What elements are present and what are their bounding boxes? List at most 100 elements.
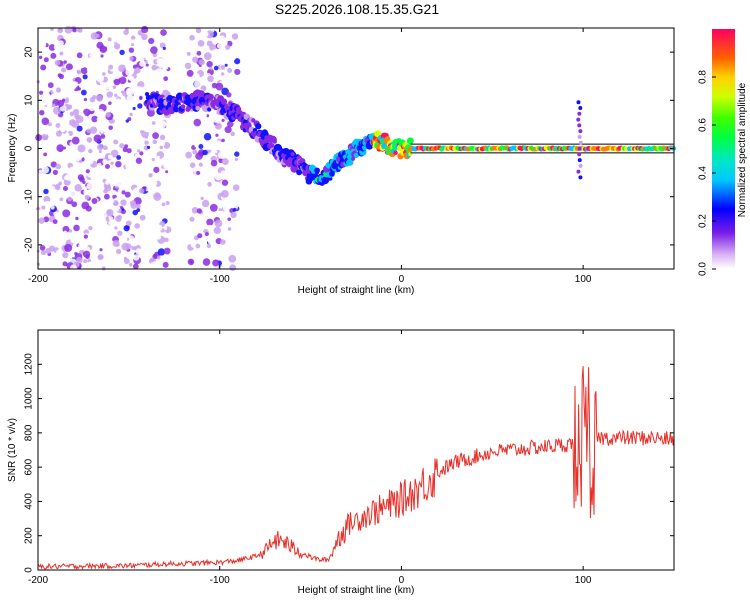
spectrogram-noise-point [146,145,151,149]
spectrogram-ridge-point [353,152,359,158]
spectrogram-noise-point [62,94,67,99]
spectrogram-noise-point [113,78,121,86]
spectrogram-spike-point [577,146,582,151]
spectrogram-noise-point [43,152,48,157]
spectrogram-noise-point [227,67,233,73]
colorbar-tick-label: 0.8 [698,70,709,84]
spectrogram-noise-point [113,139,119,145]
spectrogram-noise-point [206,243,212,249]
snr-y-tick-label: 400 [24,493,35,510]
spectrogram-noise-point [43,195,51,203]
spectrogram-noise-point [51,103,56,108]
spectrogram-noise-point [100,129,104,134]
spectrogram-noise-point [230,131,236,137]
spectrogram-noise-point [45,247,52,254]
spectrogram-noise-point [124,144,129,149]
spectrogram-noise-point [101,266,106,271]
spectrogram-noise-point [184,263,191,270]
spectrogram-spike-point [577,111,582,116]
spectrogram-noise-point [220,239,226,245]
spectrogram-noise-point [76,256,83,264]
colorbar-ticks: 0.0 0.2 0.4 0.6 0.8 [698,70,716,276]
spectrogram-noise-point [44,200,51,208]
spectrogram-noise-point [163,247,171,255]
snr-x-tick-label: 100 [575,575,592,586]
spectrogram-noise-point [146,181,153,188]
spectrogram-noise-point [143,153,149,159]
spectrogram-noise-point [192,73,199,81]
spectrogram-noise-point [114,43,121,50]
spectrogram-noise-point [98,259,106,267]
spectrogram-noise-point [116,129,120,133]
spectrogram-noise-point [194,143,199,148]
spectrogram-noise-point [43,48,48,53]
spectrogram-noise-point [105,112,111,118]
spectrogram-noise-point [72,207,81,216]
spectrogram-noise-point [125,28,129,32]
spectrogram-noise-point [52,230,56,234]
snr-y-tick-label: 0 [24,567,35,573]
spectrogram-noise-point [161,182,169,190]
spectrogram-noise-point [48,174,52,179]
spectrogram-spike-point [578,175,583,180]
spectrogram-noise-point [50,161,57,168]
spectrogram-noise-point [64,243,73,252]
spectrogram-noise-point [41,117,50,126]
spectrogram-noise-point [107,37,112,42]
spectrogram-noise-point [162,261,169,268]
spectrogram-noise-point [118,73,122,78]
spectrogram-noise-point [87,261,93,267]
spectrogram-noise-point [47,137,52,141]
spectrogram-noise-point [130,141,134,145]
spectrogram-noise-point [195,27,202,34]
spectrogram-noise-point [56,137,60,142]
spectrogram-noise-point [120,206,124,210]
spectrogram-noise-point [55,249,64,257]
snr-frame [37,329,675,571]
spectrogram-noise-point [192,56,199,63]
spectrogram-noise-point [84,194,90,200]
spectrogram-noise-point [228,254,237,263]
spectrogram-noise-point [133,70,138,75]
snr-y-tick-label: 1000 [24,387,35,410]
spectrogram-noise-point [204,231,209,237]
spectrogram-noise-point [64,132,70,138]
spectrogram-noise-point [193,66,198,71]
spectrogram-noise-point [124,191,131,198]
spectrogram-noise-point [157,46,162,51]
spectrogram-x-tick-label: -100 [210,274,230,285]
spectrogram-noise-point [164,237,169,242]
spectrogram-spike-point [577,152,582,157]
spectrogram-noise-point [118,64,126,73]
spectrogram-noise-point [147,238,156,247]
spectrogram-noise-point [220,72,225,76]
spectrogram-noise-point [81,184,85,188]
spectrogram-noise-point [159,145,164,150]
spectrogram-noise-point [197,233,203,239]
spectrogram-noise-point [198,59,205,66]
spectrogram-noise-point [142,233,147,238]
spectrogram-noise-point [77,87,81,91]
spectrogram-noise-point [161,202,166,207]
spectrogram-noise-point [145,252,150,257]
spectrogram-noise-point [82,42,91,51]
spectrogram-noise-point [213,149,218,154]
spectrogram-noise-point [162,46,166,50]
spectrogram-noise-point [125,68,134,77]
spectrogram-noise-point [155,68,164,76]
spectrogram-noise-point [220,65,226,70]
spectrogram-noise-point [89,208,97,216]
spectrogram-ridge-point [362,146,367,151]
spectrogram-noise-point [218,248,226,256]
spectrogram-noise-point [38,90,44,95]
spectrogram-noise-point [161,127,168,135]
spectrogram-x-ticks: -200 -100 0 100 [28,28,592,285]
spectrogram-ridge-point [220,98,228,105]
spectrogram-noise-point [103,82,111,90]
spectrogram-noise-point [206,40,213,47]
spectrogram-noise-point [99,45,108,53]
spectrogram-noise-point [227,120,234,128]
spectrogram-noise-point [117,188,123,194]
spectrogram-ridge-point [346,158,354,166]
spectrogram-noise-point [116,155,122,160]
